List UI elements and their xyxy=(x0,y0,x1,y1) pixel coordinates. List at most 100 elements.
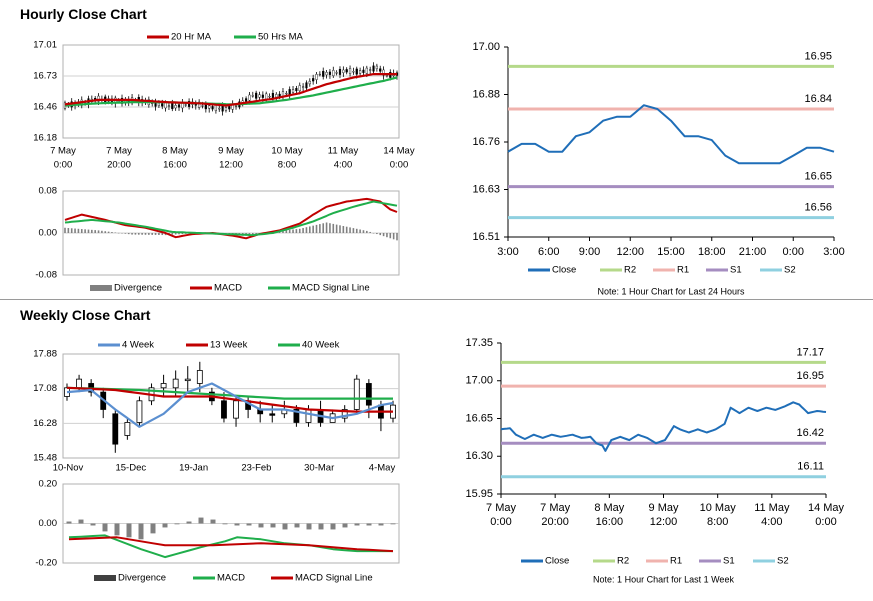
weekly-divergence-bar xyxy=(90,523,96,526)
hourly-divergence-bar xyxy=(148,233,150,235)
hourly24-y-tick: 16.88 xyxy=(472,88,500,100)
hourly-price-x-tick-time: 20:00 xyxy=(107,160,131,171)
weekly-macd-y-tick: 0.20 xyxy=(39,479,58,490)
weekly1w-x-tick-time: 4:00 xyxy=(761,516,782,528)
weekly-candle-body xyxy=(233,400,239,419)
hourly-ma20-line xyxy=(64,72,397,107)
hourly-divergence-bar xyxy=(84,229,86,233)
hourly24-x-tick: 3:00 xyxy=(497,246,518,258)
weekly-candle-body xyxy=(124,422,131,436)
hourly-divergence-bar xyxy=(141,233,143,235)
weekly-divergence-bar xyxy=(222,523,228,525)
weekly-divergence-bar xyxy=(66,521,72,524)
hourly-price-x-tick-time: 8:00 xyxy=(278,160,297,171)
hourly-divergence-bar xyxy=(295,229,298,233)
legend-hourly-signal-label: MACD Signal Line xyxy=(292,283,370,294)
hourly-price-y-tick: 16.73 xyxy=(33,71,57,82)
hourly-candle-body xyxy=(171,103,174,110)
weekly-candle-body xyxy=(184,378,191,382)
weekly-divergence-bar xyxy=(114,523,120,536)
hourly24-legend-s2-label: S2 xyxy=(784,265,796,276)
hourly-candle-body xyxy=(174,105,177,109)
hourly-divergence-bar xyxy=(134,233,137,235)
hourly-divergence-bar xyxy=(382,233,385,237)
hourly-candle-body xyxy=(308,80,311,85)
hourly-candle-body xyxy=(362,69,365,73)
hourly-divergence-bar xyxy=(158,233,160,235)
weekly-divergence-bar xyxy=(198,517,204,524)
hourly-divergence-bar xyxy=(396,233,398,241)
legend-40wk-label: 40 Week xyxy=(302,340,340,351)
weekly-candle-body xyxy=(136,400,143,423)
hourly24-legend-r1-label: R1 xyxy=(677,265,689,276)
weekly1w-note: Note: 1 Hour Chart for Last 1 Week xyxy=(593,574,734,584)
hourly-divergence-bar xyxy=(322,223,325,233)
legend-weekly-signal-label: MACD Signal Line xyxy=(295,573,373,584)
hourly-price-x-tick-date: 10 May xyxy=(271,146,302,157)
weekly1w-legend-r1-label: R1 xyxy=(670,556,682,567)
hourly-macd-y-tick: -0.08 xyxy=(35,270,57,281)
weekly-candle-body xyxy=(196,370,203,384)
hourly-candle-body xyxy=(385,75,389,77)
hourly-price-x-tick-date: 7 May xyxy=(50,146,76,157)
hourly-candle-body xyxy=(318,73,321,76)
hourly-candle-body xyxy=(251,95,254,97)
hourly24-x-tick: 15:00 xyxy=(657,246,685,258)
weekly1w-x-tick-date: 7 May xyxy=(540,502,570,514)
hourly-divergence-bar xyxy=(117,232,120,234)
hourly-candle-body xyxy=(379,68,382,72)
hourly24-x-tick: 0:00 xyxy=(783,246,804,258)
hourly-macd-line xyxy=(64,197,398,240)
hourly-candle-body xyxy=(375,65,378,69)
hourly-candle-body xyxy=(218,108,221,110)
hourly-candle-body xyxy=(338,69,342,75)
weekly-macd-y-tick: 0.00 xyxy=(39,518,58,529)
legend-4wk-label: 4 Week xyxy=(122,340,154,351)
weekly-price-y-tick: 15.48 xyxy=(33,453,57,464)
weekly-candle-body xyxy=(305,409,312,423)
hourly-divergence-bar xyxy=(74,228,76,233)
hourly-candle-body xyxy=(161,103,164,107)
hourly-divergence-bar xyxy=(366,230,368,233)
weekly-divergence-bar xyxy=(78,519,84,524)
hourly-divergence-bar xyxy=(80,229,83,233)
hourly-candle-body xyxy=(265,93,268,100)
legend-weekly-macd-label: MACD xyxy=(217,573,245,584)
weekly-price-x-tick: 19-Jan xyxy=(179,463,208,474)
hourly-price-y-tick: 17.01 xyxy=(33,40,57,51)
weekly-candle-body xyxy=(172,378,179,389)
hourly-divergence-bar xyxy=(379,233,382,236)
weekly-divergence-bar xyxy=(306,523,312,530)
weekly1w-close-line xyxy=(500,401,827,452)
hourly-candle-body xyxy=(97,95,100,102)
hourly-divergence-bar xyxy=(104,231,107,233)
weekly1w-x-tick-time: 12:00 xyxy=(650,516,678,528)
hourly-candle-body xyxy=(382,69,385,76)
hourly-divergence-bar xyxy=(111,232,113,233)
hourly-divergence-bar xyxy=(335,224,338,233)
hourly-divergence-bar xyxy=(302,228,304,233)
hourly-price-x-tick-date: 11 May xyxy=(328,146,359,157)
hourly-divergence-bar xyxy=(137,233,140,235)
hourly-divergence-bar xyxy=(376,233,378,235)
hourly-candle-body xyxy=(369,69,372,71)
legend-ma50-label: 50 Hrs MA xyxy=(258,32,304,43)
weekly-candle-body xyxy=(269,413,276,416)
hourly-candle-body xyxy=(177,104,181,108)
hourly-macd-y-tick: 0.08 xyxy=(39,186,58,197)
weekly1w-x-tick-date: 10 May xyxy=(700,502,737,514)
hourly-candle-body xyxy=(291,89,295,93)
hourly24-level-s1-label: 16.65 xyxy=(804,170,832,182)
weekly-price-x-tick: 15-Dec xyxy=(115,463,146,474)
weekly-price-x-tick: 23-Feb xyxy=(241,463,271,474)
weekly-divergence-bar xyxy=(102,523,108,532)
hourly-divergence-bar xyxy=(339,225,341,233)
hourly-divergence-bar xyxy=(298,228,301,233)
hourly-divergence-bar xyxy=(312,225,314,233)
section-divider xyxy=(0,299,873,300)
weekly-divergence-bar xyxy=(282,523,288,530)
legend-13wk-label: 13 Week xyxy=(210,340,248,351)
weekly-price-y-tick: 17.08 xyxy=(33,383,57,394)
hourly-candle-body xyxy=(372,65,375,72)
hourly-candle-body xyxy=(295,87,298,92)
